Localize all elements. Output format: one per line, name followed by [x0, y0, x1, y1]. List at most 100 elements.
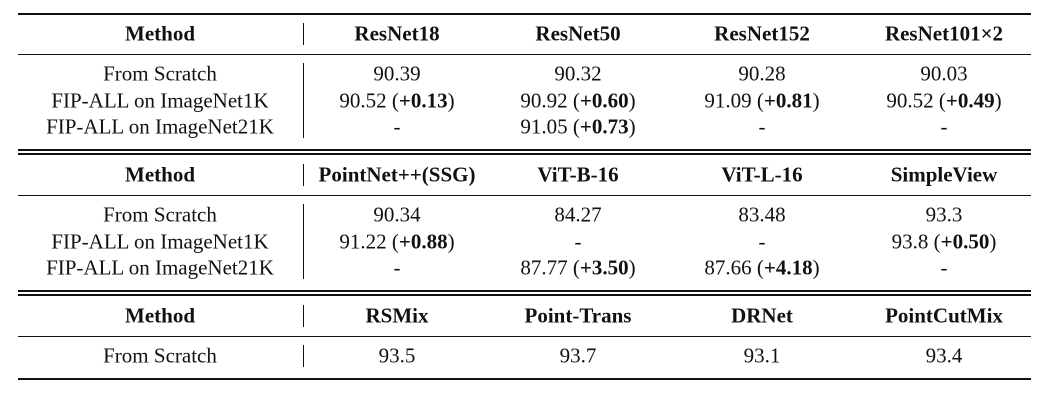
header-model: ResNet101×2	[884, 21, 1004, 46]
cell-text: 91.05 (	[520, 114, 580, 139]
improvement: +0.50	[940, 229, 990, 253]
cell-text: -	[393, 255, 401, 280]
rule-line	[18, 149, 1031, 151]
cell-text: )	[628, 88, 636, 112]
table-cell: 90.39	[373, 62, 420, 87]
table-cell: 93.5	[379, 344, 416, 369]
rule-line	[18, 195, 1031, 196]
table-cell: 93.8 (+0.50)	[892, 229, 997, 254]
table-cell: -	[394, 256, 401, 281]
header-method: Method	[125, 303, 195, 328]
cell-text: 93.4	[925, 343, 963, 368]
table-cell: 91.09 (+0.81)	[704, 88, 819, 113]
cell-text: 91.09 (	[704, 88, 764, 112]
improvement: +0.60	[579, 88, 629, 112]
table-cell: 93.1	[744, 344, 781, 369]
cell-text: 93.3	[925, 202, 963, 227]
table-cell: 93.4	[926, 344, 963, 369]
cell-text: )	[994, 88, 1002, 112]
cell-text: )	[628, 255, 636, 280]
cell-text: 90.28	[738, 61, 786, 86]
header-model: ViT-B-16	[537, 162, 619, 187]
table-cell: -	[941, 256, 948, 281]
rule-line	[18, 336, 1031, 337]
header-model: ResNet152	[714, 21, 810, 46]
column-separator	[303, 63, 304, 138]
improvement: +0.88	[398, 229, 448, 253]
row-label: From Scratch	[103, 61, 217, 86]
table-cell: 87.66 (+4.18)	[704, 256, 819, 281]
header-method: Method	[125, 21, 195, 46]
cell-text: )	[989, 229, 997, 253]
cell-text: 91.22 (	[339, 229, 399, 253]
table-cell: 90.03	[920, 62, 967, 87]
improvement: +0.49	[945, 88, 995, 112]
cell-text: 90.32	[554, 61, 602, 86]
table-cell: -	[759, 115, 766, 140]
cell-text: 90.34	[373, 202, 421, 227]
rule-line	[18, 153, 1031, 155]
table-cell: 91.05 (+0.73)	[520, 115, 635, 140]
cell-text: 83.48	[738, 202, 786, 227]
row-label: From Scratch	[103, 202, 217, 227]
table-cell: 90.32	[554, 62, 601, 87]
header-model: PointCutMix	[885, 303, 1003, 328]
improvement: +0.81	[763, 88, 813, 112]
column-separator	[303, 345, 304, 367]
improvement: +3.50	[579, 255, 629, 280]
header-model: PointNet++(SSG)	[318, 162, 476, 187]
row-label: FIP-ALL on ImageNet21K	[46, 255, 274, 280]
improvement: +0.13	[398, 88, 448, 112]
table-cell: 93.3	[926, 203, 963, 228]
header-method: Method	[125, 162, 195, 187]
cell-text: -	[940, 114, 948, 139]
row-label: FIP-ALL on ImageNet1K	[51, 229, 269, 253]
rule-line	[18, 378, 1031, 380]
column-separator	[303, 204, 304, 279]
cell-text: -	[758, 114, 766, 139]
table-cell: -	[575, 229, 582, 254]
cell-text: 93.8 (	[891, 229, 941, 253]
table-cell: 83.48	[738, 203, 785, 228]
improvement: +0.73	[579, 114, 629, 139]
cell-text: 87.77 (	[520, 255, 580, 280]
cell-text: -	[758, 229, 766, 253]
header-model: SimpleView	[890, 162, 998, 187]
cell-text: 93.7	[559, 343, 597, 368]
cell-text: )	[812, 88, 820, 112]
cell-text: )	[812, 255, 820, 280]
cell-text: 93.5	[378, 343, 416, 368]
table-cell: -	[759, 229, 766, 254]
table-cell: 90.34	[373, 203, 420, 228]
header-model: RSMix	[365, 303, 429, 328]
table-cell: 84.27	[554, 203, 601, 228]
header-model: DRNet	[731, 303, 793, 328]
cell-text: )	[447, 229, 455, 253]
column-separator	[303, 164, 304, 186]
cell-text: 90.52 (	[886, 88, 946, 112]
improvement: +4.18	[763, 255, 813, 280]
table-cell: 87.77 (+3.50)	[520, 256, 635, 281]
row-label: From Scratch	[103, 343, 217, 368]
cell-text: 87.66 (	[704, 255, 764, 280]
header-model: ResNet18	[354, 21, 440, 46]
table-cell: -	[394, 115, 401, 140]
column-separator	[303, 23, 304, 45]
cell-text: -	[940, 255, 948, 280]
cell-text: 90.52 (	[339, 88, 399, 112]
cell-text: 90.92 (	[520, 88, 580, 112]
cell-text: )	[447, 88, 455, 112]
rule-line	[18, 54, 1031, 55]
cell-text: 93.1	[743, 343, 781, 368]
column-separator	[303, 305, 304, 327]
header-model: ResNet50	[535, 21, 621, 46]
table-cell: 90.52 (+0.13)	[339, 88, 454, 113]
cell-text: -	[393, 114, 401, 139]
rule-line	[18, 290, 1031, 292]
table-cell: -	[941, 115, 948, 140]
cell-text: )	[628, 114, 636, 139]
header-model: ViT-L-16	[721, 162, 803, 187]
row-label: FIP-ALL on ImageNet21K	[46, 114, 274, 139]
table-cell: 90.92 (+0.60)	[520, 88, 635, 113]
